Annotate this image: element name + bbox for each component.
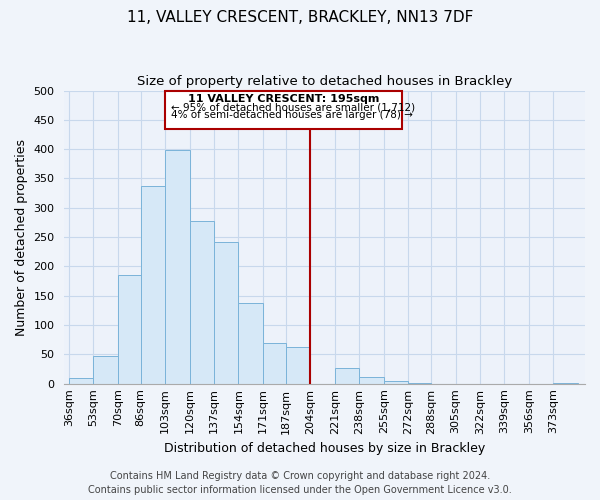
Bar xyxy=(263,342,286,384)
Text: 11 VALLEY CRESCENT: 195sqm: 11 VALLEY CRESCENT: 195sqm xyxy=(188,94,379,104)
Bar xyxy=(69,378,93,384)
Bar xyxy=(140,186,165,384)
Bar xyxy=(165,150,190,384)
Text: 4% of semi-detached houses are larger (78) →: 4% of semi-detached houses are larger (7… xyxy=(171,110,413,120)
Bar xyxy=(214,242,238,384)
Bar xyxy=(408,382,431,384)
Bar xyxy=(286,348,310,384)
Bar xyxy=(359,377,383,384)
Bar xyxy=(118,275,140,384)
Bar xyxy=(383,382,408,384)
Y-axis label: Number of detached properties: Number of detached properties xyxy=(15,138,28,336)
Bar xyxy=(165,90,403,128)
Title: Size of property relative to detached houses in Brackley: Size of property relative to detached ho… xyxy=(137,75,512,88)
Bar xyxy=(335,368,359,384)
Text: ← 95% of detached houses are smaller (1,712): ← 95% of detached houses are smaller (1,… xyxy=(171,102,415,113)
Text: 11, VALLEY CRESCENT, BRACKLEY, NN13 7DF: 11, VALLEY CRESCENT, BRACKLEY, NN13 7DF xyxy=(127,10,473,25)
Bar xyxy=(238,304,263,384)
Text: Contains HM Land Registry data © Crown copyright and database right 2024.
Contai: Contains HM Land Registry data © Crown c… xyxy=(88,471,512,495)
Bar xyxy=(190,220,214,384)
Bar xyxy=(93,356,118,384)
X-axis label: Distribution of detached houses by size in Brackley: Distribution of detached houses by size … xyxy=(164,442,485,455)
Bar xyxy=(553,382,578,384)
